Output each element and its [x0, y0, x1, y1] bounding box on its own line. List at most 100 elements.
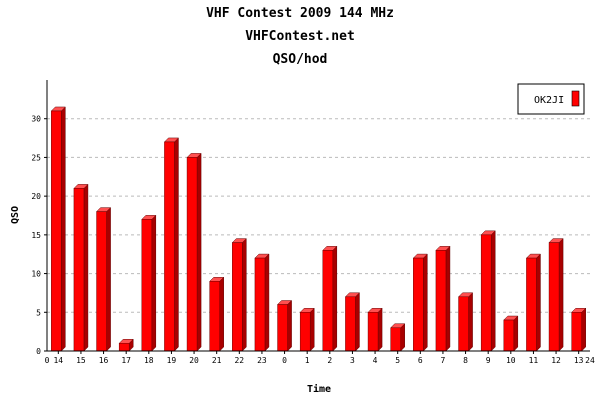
axes-layer: [46, 80, 590, 352]
bar: [186, 152, 202, 352]
bar-front: [548, 242, 560, 352]
bar-front: [277, 304, 288, 352]
x-tick-label: 2: [327, 356, 332, 365]
chart-subtitle: VHFContest.net: [245, 29, 355, 44]
bar-front: [480, 234, 492, 352]
x-tick-label: 4: [373, 356, 378, 365]
bar-front: [51, 110, 62, 352]
bar-side: [423, 253, 428, 352]
bar-front: [345, 296, 356, 352]
legend-swatch: [571, 90, 580, 107]
bar: [276, 299, 293, 352]
bar-side: [536, 253, 541, 352]
bar-side: [355, 292, 360, 352]
x-edge-label-end: 24: [585, 356, 595, 365]
bar-side: [332, 245, 338, 352]
bar: [503, 315, 519, 352]
x-tick-label: 9: [486, 356, 491, 365]
bar: [390, 323, 406, 352]
y-tick-label: 5: [36, 308, 41, 317]
y-tick-label: 10: [31, 270, 41, 279]
bar-side: [377, 307, 383, 352]
x-tick-label: 13: [574, 356, 584, 365]
x-tick-label: 0: [282, 356, 287, 365]
bar-front: [458, 296, 469, 352]
bar-front: [141, 219, 153, 352]
legend-label: OK2JI: [534, 95, 564, 106]
y-axis-label: QSO: [10, 206, 21, 224]
bar: [141, 214, 157, 352]
bar-front: [299, 312, 311, 352]
x-tick-label: 17: [121, 356, 131, 365]
bar: [95, 207, 112, 352]
bar-front: [232, 242, 243, 352]
bar-front: [571, 312, 582, 352]
y-tick-label: 25: [31, 153, 41, 162]
bar: [118, 338, 134, 352]
bar-side: [490, 230, 496, 352]
bar-side: [400, 323, 405, 352]
bar-front: [503, 319, 515, 352]
bar-side: [581, 307, 586, 352]
bar-side: [445, 245, 451, 352]
x-tick-label: 8: [463, 356, 468, 365]
bar-front: [96, 211, 107, 352]
x-tick-label: 14: [53, 356, 63, 365]
x-tick-label: 18: [144, 356, 154, 365]
bar-front: [254, 257, 266, 352]
bar: [548, 237, 564, 352]
bar: [254, 253, 270, 352]
bar-side: [151, 214, 157, 352]
x-tick-label: 11: [529, 356, 539, 365]
bar-side: [242, 237, 247, 352]
x-tick-label: 1: [305, 356, 310, 365]
bar: [435, 245, 451, 352]
y-tick-label: 0: [36, 347, 41, 356]
y-tick-label: 15: [31, 231, 41, 240]
x-tick-label: 19: [167, 356, 177, 365]
x-tick-label: 23: [257, 356, 267, 365]
x-tick-label: 10: [506, 356, 516, 365]
bar: [50, 106, 66, 352]
bar: [73, 183, 89, 352]
bar-side: [264, 253, 270, 352]
bar-front: [367, 312, 379, 352]
bar: [231, 237, 247, 352]
chart-title: VHF Contest 2009 144 MHz: [206, 6, 394, 21]
x-axis-label: Time: [307, 383, 331, 395]
y-tick-label: 30: [31, 115, 41, 124]
bar: [412, 253, 428, 352]
bar: [322, 245, 338, 352]
chart-subtitle-2: QSO/hod: [272, 52, 328, 67]
bar-side: [513, 315, 519, 352]
bar-front: [209, 281, 220, 352]
bar-side: [174, 137, 179, 352]
bar-side: [83, 183, 89, 352]
bar: [299, 307, 315, 352]
bar: [163, 137, 180, 352]
legend: OK2JI: [517, 83, 585, 115]
bar-side: [309, 307, 315, 352]
x-tick-label: 5: [395, 356, 400, 365]
x-tick-label: 3: [350, 356, 355, 365]
x-tick-label: 6: [418, 356, 423, 365]
bar: [525, 253, 542, 352]
x-tick-label: 22: [234, 356, 244, 365]
bar-side: [219, 276, 224, 352]
bar-front: [526, 257, 537, 352]
bar: [344, 292, 361, 352]
bar: [457, 292, 474, 352]
x-tick-label: 21: [212, 356, 222, 365]
x-tick-label: 15: [76, 356, 86, 365]
bar-side: [61, 106, 66, 352]
bar-side: [287, 299, 292, 352]
bar-front: [186, 157, 198, 352]
bar-front: [390, 327, 401, 352]
bar: [480, 230, 496, 352]
bar: [209, 276, 225, 352]
bar-front: [413, 257, 424, 352]
bar-side: [558, 237, 564, 352]
bar-front: [435, 250, 447, 352]
